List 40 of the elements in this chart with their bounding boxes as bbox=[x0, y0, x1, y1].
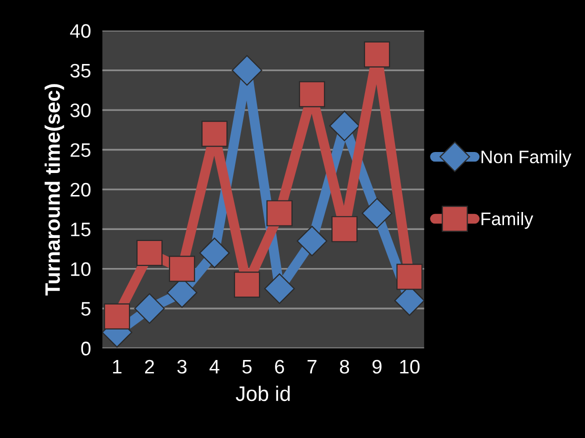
point bbox=[298, 81, 326, 108]
point bbox=[264, 273, 295, 304]
point bbox=[329, 110, 360, 142]
y-axis-title: Turnaround time(sec) bbox=[44, 84, 64, 296]
x-tick-label: 10 bbox=[400, 360, 420, 374]
point bbox=[232, 55, 262, 86]
y-tick-label: 35 bbox=[70, 64, 90, 78]
point bbox=[134, 293, 165, 324]
point bbox=[331, 216, 358, 242]
x-tick-label: 5 bbox=[242, 360, 252, 374]
point bbox=[296, 226, 328, 256]
point bbox=[104, 303, 130, 330]
point bbox=[362, 198, 392, 229]
point bbox=[234, 272, 260, 298]
x-tick-label: 3 bbox=[177, 360, 187, 374]
x-tick-label: 6 bbox=[275, 360, 284, 374]
point bbox=[136, 240, 163, 266]
point bbox=[364, 41, 390, 68]
y-tick-label: 5 bbox=[81, 302, 90, 316]
x-axis-title: Job id bbox=[236, 386, 290, 402]
x-tick-label: 8 bbox=[340, 360, 350, 374]
legend-label: Family bbox=[482, 212, 534, 229]
point bbox=[199, 238, 230, 268]
y-tick-label: 40 bbox=[70, 24, 91, 38]
x-tick-label: 9 bbox=[372, 360, 382, 374]
point bbox=[266, 200, 293, 226]
x-tick-label: 2 bbox=[145, 360, 154, 374]
x-tick-label: 7 bbox=[308, 360, 316, 374]
point bbox=[201, 120, 228, 147]
y-tick-label: 15 bbox=[71, 222, 90, 236]
y-tick-label: 30 bbox=[70, 104, 91, 118]
x-tick-label: 4 bbox=[210, 360, 220, 374]
x-tick-label: 1 bbox=[113, 360, 122, 374]
point bbox=[396, 264, 423, 290]
y-tick-label: 10 bbox=[71, 262, 91, 276]
y-tick-label: 20 bbox=[70, 182, 91, 197]
y-tick-label: 0 bbox=[81, 342, 91, 356]
legend-label: Non Family bbox=[482, 150, 572, 167]
point bbox=[168, 256, 196, 282]
y-tick-label: 25 bbox=[70, 143, 90, 157]
